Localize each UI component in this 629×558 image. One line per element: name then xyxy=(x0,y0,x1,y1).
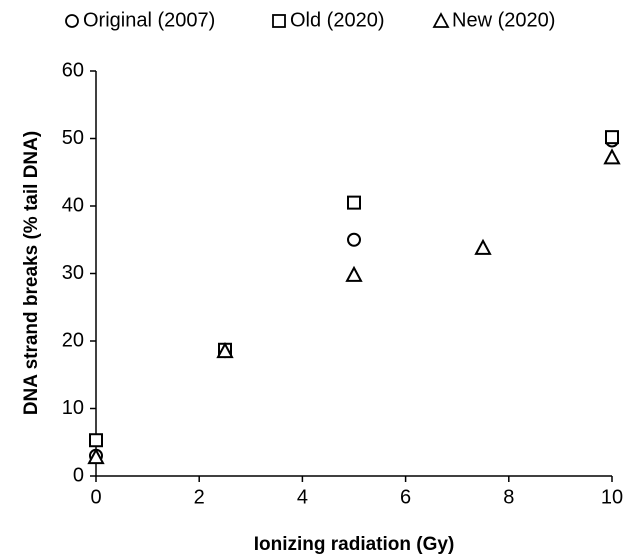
x-tick-label: 2 xyxy=(194,486,205,508)
x-tick-label: 4 xyxy=(297,486,308,508)
marker xyxy=(87,447,105,465)
y-axis-title: DNA strand breaks (% tail DNA) xyxy=(21,131,42,415)
marker xyxy=(65,14,79,28)
x-tick-label: 0 xyxy=(90,486,101,508)
y-tick-label: 40 xyxy=(62,194,84,216)
marker xyxy=(345,265,363,282)
x-axis-title: Ionizing radiation (Gy) xyxy=(254,534,455,555)
legend-label: Old (2020) xyxy=(290,9,385,31)
marker xyxy=(347,195,361,210)
marker xyxy=(603,148,621,165)
y-tick-label: 60 xyxy=(62,59,84,81)
marker xyxy=(474,238,492,255)
marker xyxy=(605,130,619,145)
x-tick-label: 6 xyxy=(400,486,411,508)
marker xyxy=(89,433,103,448)
y-tick-label: 30 xyxy=(62,262,84,284)
y-tick-label: 50 xyxy=(62,127,84,149)
legend-label: Original (2007) xyxy=(83,9,215,31)
y-tick-label: 10 xyxy=(62,397,84,419)
marker xyxy=(272,14,286,28)
y-tick-label: 0 xyxy=(73,464,84,486)
y-tick-label: 20 xyxy=(62,329,84,351)
x-tick-label: 10 xyxy=(601,486,623,508)
legend-label: New (2020) xyxy=(452,9,555,31)
marker xyxy=(216,342,234,359)
x-tick-label: 8 xyxy=(503,486,514,508)
marker xyxy=(432,12,450,28)
marker xyxy=(347,232,361,247)
